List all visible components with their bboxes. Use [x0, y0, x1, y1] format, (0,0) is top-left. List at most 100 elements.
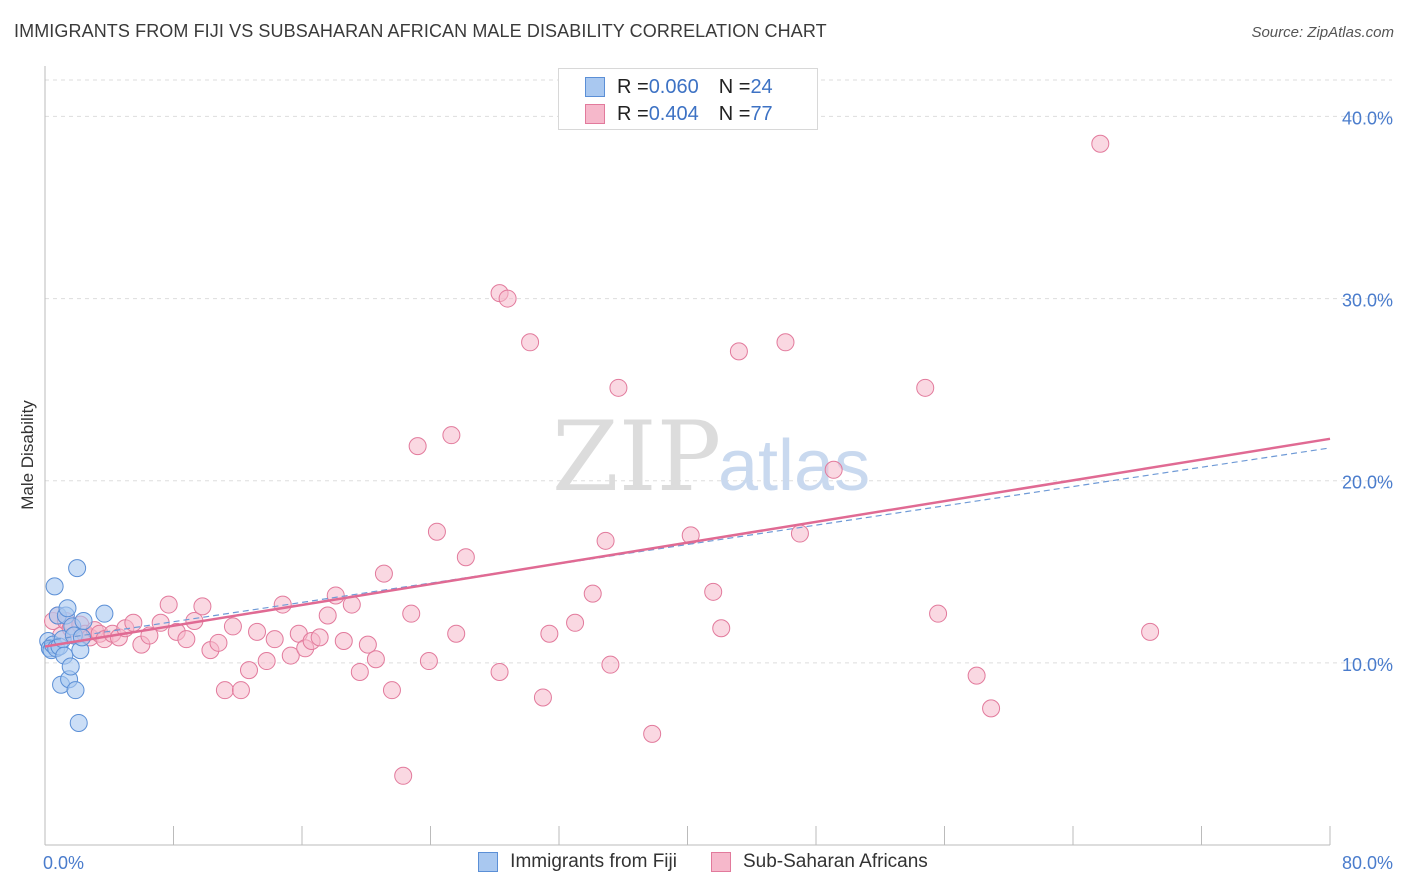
ssa-trend-line [44, 437, 1331, 648]
fiji-n-label: N = [718, 75, 751, 98]
ssa-point [609, 378, 628, 397]
ssa-point [498, 289, 517, 308]
ssa-point [402, 604, 421, 623]
fiji-point [69, 713, 88, 732]
ssa-point [408, 437, 427, 456]
axes [44, 66, 1331, 846]
fiji-r-value: 0.060 [648, 75, 699, 98]
chart-title: IMMIGRANTS FROM FIJI VS SUBSAHARAN AFRIC… [14, 21, 827, 41]
ssa-n-value: 77 [750, 102, 773, 125]
y-tick-label: 20.0% [1342, 473, 1393, 493]
ssa-point [265, 630, 284, 649]
ssa-n-label: N = [718, 102, 751, 125]
fiji-point [68, 559, 87, 578]
ssa-point [929, 604, 948, 623]
ssa-point [442, 426, 461, 445]
watermark-atlas: atlas [718, 426, 870, 506]
ssa-point [427, 522, 446, 541]
ssa-point [318, 606, 337, 625]
ssa-point [159, 595, 178, 614]
tick-labels: 10.0% 20.0% 30.0% 40.0% 0.0% 80.0% [43, 108, 1393, 873]
ssa-r-value: 0.404 [648, 102, 699, 125]
ssa-point [239, 661, 258, 680]
ssa-point [601, 655, 620, 674]
legend-row-ssa: R = 0.404 N = 77 [585, 102, 773, 126]
ssa-point [982, 699, 1001, 718]
ssa-point [177, 630, 196, 649]
ssa-point [643, 724, 662, 743]
fiji-r-label: R = [617, 75, 649, 98]
ssa-point [209, 633, 228, 652]
y-tick-label: 10.0% [1342, 655, 1393, 675]
fiji-point [58, 599, 77, 618]
ssa-point [193, 597, 212, 616]
ssa-point [231, 681, 250, 700]
ssa-point [334, 632, 353, 650]
fiji-point [95, 604, 114, 623]
correlation-legend: R = 0.060 N = 24 R = 0.404 N = 77 [558, 68, 818, 130]
ssa-point [456, 548, 475, 567]
ssa-point [273, 595, 292, 614]
x-tick-label: 0.0% [43, 853, 84, 873]
ssa-point [566, 613, 585, 632]
ssa-point [1091, 134, 1110, 153]
gridlines [45, 79, 1392, 664]
y-axis-label: Male Disability [18, 400, 37, 510]
series-sub-saharan-africans [44, 134, 1160, 785]
ssa-point [419, 652, 438, 671]
fiji-legend-swatch [478, 852, 499, 872]
fiji-trend-line [44, 447, 1331, 642]
ssa-point [824, 460, 843, 479]
ssa-point [215, 681, 234, 700]
ssa-point [583, 584, 602, 603]
ssa-point [916, 378, 935, 397]
ssa-legend-swatch [710, 852, 731, 872]
fiji-point [66, 681, 85, 700]
fiji-n-value: 24 [750, 75, 773, 98]
x-tick-label: 80.0% [1342, 853, 1393, 873]
ssa-point [310, 628, 329, 647]
ssa-point [374, 564, 393, 583]
fiji-point [72, 628, 91, 647]
ssa-point [533, 688, 552, 707]
ssa-point [366, 650, 385, 669]
ssa-point [394, 766, 413, 785]
ssa-legend-label: Sub-Saharan Africans [742, 851, 928, 872]
legend-row-fiji: R = 0.060 N = 24 [585, 75, 773, 99]
y-tick-label: 40.0% [1342, 108, 1393, 128]
fiji-point [74, 611, 93, 630]
ssa-r-label: R = [617, 102, 649, 125]
fiji-point [61, 657, 80, 676]
ssa-point [358, 635, 377, 654]
ssa-point [447, 624, 466, 643]
ssa-point [257, 652, 276, 671]
legend-item-ssa[interactable]: Sub-Saharan Africans [710, 851, 928, 873]
ssa-point [223, 617, 242, 636]
ssa-point [382, 681, 401, 700]
fiji-swatch [585, 77, 605, 97]
source-credit: Source: ZipAtlas.com [1251, 24, 1394, 41]
ssa-point [596, 531, 615, 550]
series-legend: Immigrants from Fiji Sub-Saharan African… [0, 851, 1406, 873]
ssa-point [521, 333, 540, 352]
y-tick-label: 30.0% [1342, 291, 1393, 311]
ssa-point [281, 646, 300, 665]
ssa-point [248, 622, 267, 641]
fiji-point [45, 577, 64, 596]
fiji-legend-label: Immigrants from Fiji [510, 851, 677, 872]
ssa-point [776, 333, 795, 352]
ssa-point [350, 662, 369, 681]
ssa-point [967, 666, 986, 685]
watermark-zip: ZIP [552, 401, 721, 513]
series-immigrants-from-fiji [39, 559, 114, 732]
ssa-point [490, 662, 509, 681]
ssa-point [1141, 622, 1160, 641]
ssa-point [729, 342, 748, 361]
ssa-point [712, 619, 731, 638]
trend-lines [44, 437, 1331, 648]
watermark: ZIP atlas [552, 401, 870, 513]
ssa-point [540, 624, 559, 643]
ssa-point [704, 582, 723, 601]
legend-item-fiji[interactable]: Immigrants from Fiji [478, 851, 677, 873]
